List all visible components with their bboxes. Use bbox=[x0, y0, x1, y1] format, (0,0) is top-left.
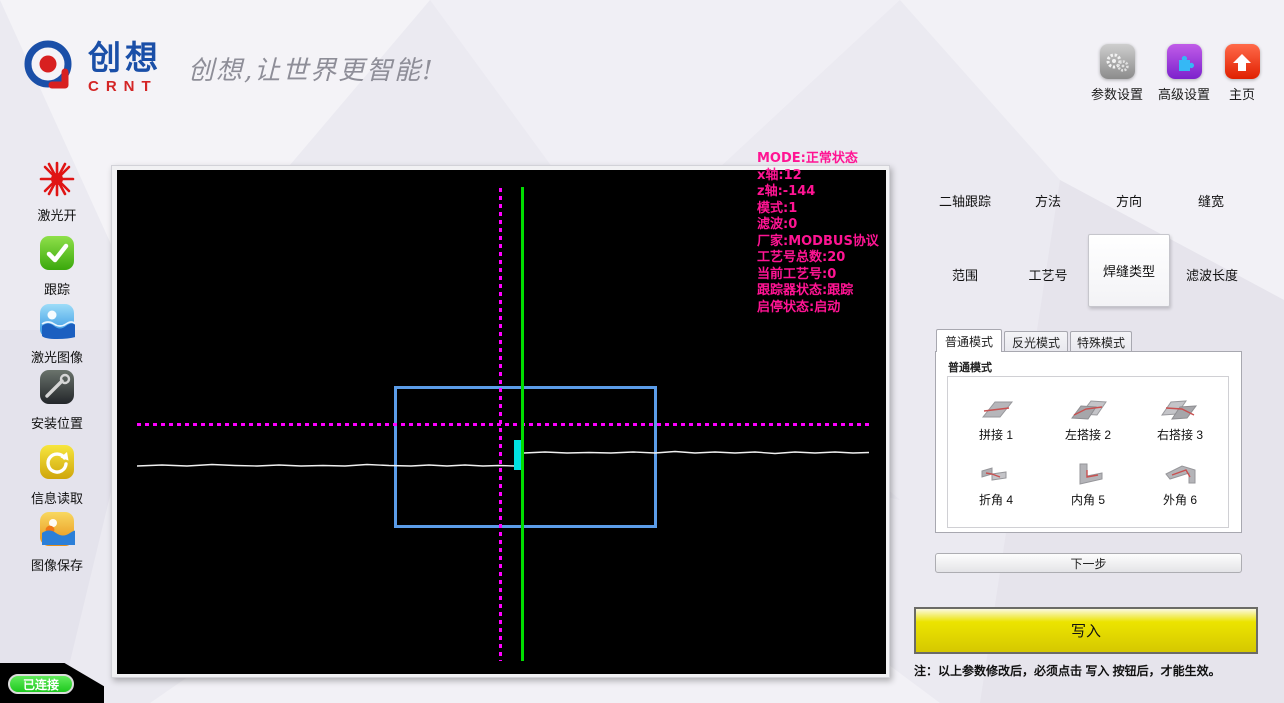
puzzle-icon bbox=[1166, 44, 1202, 79]
nav-weld-seam-type-label: 焊缝类型 bbox=[1102, 264, 1155, 279]
butt-joint-icon bbox=[981, 401, 1014, 418]
weld-type-inner-corner[interactable]: 内角 5 bbox=[1042, 452, 1134, 517]
brand-chinese: 创想 bbox=[88, 39, 162, 76]
gears-icon bbox=[1099, 44, 1135, 79]
overlay-process-current: 当前工艺号:0 bbox=[757, 266, 837, 282]
brand-text: 创想 CRNT bbox=[88, 40, 178, 96]
seam-feature-marker bbox=[514, 440, 523, 470]
overlay-mode: MODE:正常状态 bbox=[757, 151, 858, 166]
sidebar-item-image-save[interactable]: 图像保存 bbox=[14, 511, 100, 574]
laser-image-icon bbox=[40, 304, 78, 339]
weld-type-outer-corner[interactable]: 外角 6 bbox=[1134, 452, 1226, 517]
overlay-process-total: 工艺号总数:20 bbox=[757, 250, 846, 265]
tab-special-mode[interactable]: 特殊模式 bbox=[1070, 331, 1132, 352]
groupbox-label: 普通模式 bbox=[948, 362, 992, 374]
install-position-icon bbox=[40, 370, 74, 404]
laser-burst-icon bbox=[39, 161, 75, 197]
sidebar-item-label: 安装位置 bbox=[30, 416, 83, 431]
sidebar-item-info-read[interactable]: 信息读取 bbox=[14, 444, 100, 507]
image-save-icon bbox=[40, 512, 80, 546]
sidebar-item-label: 激光图像 bbox=[30, 350, 83, 365]
weld-type-bend[interactable]: 折角 4 bbox=[950, 452, 1042, 517]
overlay-mode-num: 模式:1 bbox=[757, 200, 798, 216]
overlay-filter: 滤波:0 bbox=[757, 217, 798, 232]
advanced-settings-button[interactable]: 高级设置 bbox=[1152, 44, 1216, 103]
weld-type-groupbox: 拼接 1 左搭接 2 右搭接 3 折角 4 bbox=[947, 376, 1229, 528]
slogan: 创想,让世界更智能! bbox=[188, 56, 435, 86]
home-label: 主页 bbox=[1228, 87, 1255, 102]
nav-two-axis-tracking[interactable]: 二轴跟踪 bbox=[938, 194, 992, 209]
write-note: 注：以上参数修改后，必须点击 写入 按钮后，才能生效。 bbox=[914, 664, 1221, 678]
roi-box bbox=[394, 386, 657, 528]
laser-profile-line bbox=[136, 450, 870, 467]
tab-reflective-mode[interactable]: 反光模式 bbox=[1004, 331, 1068, 352]
weld-type-label: 外角 6 bbox=[1162, 493, 1197, 507]
sidebar-item-laser-on[interactable]: 激光开 bbox=[14, 161, 100, 224]
connection-status-badge[interactable]: 已连接 bbox=[8, 674, 74, 694]
weld-type-grid: 拼接 1 左搭接 2 右搭接 3 折角 4 bbox=[950, 387, 1226, 517]
sidebar-item-label: 信息读取 bbox=[30, 491, 83, 506]
laser-profile-display bbox=[117, 170, 886, 674]
sidebar-item-laser-image[interactable]: 激光图像 bbox=[14, 303, 100, 366]
home-icon bbox=[1224, 44, 1260, 79]
weld-type-label: 左搭接 2 bbox=[1064, 428, 1111, 442]
status-overlay: MODE:正常状态 x轴:12 z轴:-144 模式:1 滤波:0 厂家:MOD… bbox=[757, 151, 897, 316]
sidebar-item-tracking[interactable]: 跟踪 bbox=[14, 235, 100, 298]
weld-type-label: 拼接 1 bbox=[978, 428, 1013, 442]
overlay-z-axis: z轴:-144 bbox=[757, 184, 816, 199]
param-settings-label: 参数设置 bbox=[1090, 87, 1143, 102]
write-button[interactable]: 写入 bbox=[914, 607, 1258, 654]
refresh-icon bbox=[40, 445, 74, 479]
camera-view-frame bbox=[111, 165, 890, 678]
tab-normal-mode[interactable]: 普通模式 bbox=[936, 329, 1002, 352]
left-lap-joint-icon bbox=[1071, 400, 1107, 420]
nav-direction[interactable]: 方向 bbox=[1115, 194, 1143, 209]
overlay-x-axis: x轴:12 bbox=[757, 167, 802, 183]
weld-type-label: 右搭接 3 bbox=[1156, 428, 1203, 442]
sidebar-item-label: 激光开 bbox=[37, 208, 77, 223]
sidebar-item-label: 跟踪 bbox=[43, 282, 70, 297]
sidebar-item-install-position[interactable]: 安装位置 bbox=[14, 369, 100, 432]
check-icon bbox=[40, 236, 74, 270]
crosshair-horizontal-dotted bbox=[137, 423, 871, 426]
outer-corner-icon bbox=[1165, 465, 1196, 484]
overlay-vendor: 厂家:MODBUS协议 bbox=[757, 233, 879, 249]
nav-process-number[interactable]: 工艺号 bbox=[1028, 268, 1068, 283]
nav-range[interactable]: 范围 bbox=[951, 268, 979, 283]
weld-type-left-lap[interactable]: 左搭接 2 bbox=[1042, 387, 1134, 452]
param-settings-button[interactable]: 参数设置 bbox=[1085, 44, 1149, 103]
nav-filter-length[interactable]: 滤波长度 bbox=[1185, 268, 1239, 283]
crnt-logo-mark bbox=[24, 40, 72, 89]
weld-type-label: 折角 4 bbox=[978, 493, 1013, 507]
inner-corner-icon bbox=[1079, 463, 1103, 485]
weld-type-butt-joint[interactable]: 拼接 1 bbox=[950, 387, 1042, 452]
brand-english: CRNT bbox=[88, 78, 158, 95]
sidebar-item-label: 图像保存 bbox=[30, 558, 83, 573]
nav-seam-width[interactable]: 缝宽 bbox=[1197, 194, 1225, 209]
bend-joint-icon bbox=[981, 467, 1007, 481]
crosshair-vertical-dotted bbox=[499, 188, 502, 661]
weld-type-label: 内角 5 bbox=[1070, 493, 1105, 507]
overlay-tracker-state: 跟踪器状态:跟踪 bbox=[757, 283, 854, 298]
reference-line-green bbox=[521, 187, 524, 661]
advanced-settings-label: 高级设置 bbox=[1157, 87, 1210, 102]
weld-type-right-lap[interactable]: 右搭接 3 bbox=[1134, 387, 1226, 452]
right-lap-joint-icon bbox=[1160, 400, 1198, 420]
next-step-button[interactable]: 下一步 bbox=[935, 553, 1242, 573]
nav-method[interactable]: 方法 bbox=[1034, 194, 1062, 209]
nav-weld-seam-type-selected[interactable]: 焊缝类型 bbox=[1088, 234, 1170, 307]
overlay-run-state: 启停状态:启动 bbox=[757, 299, 841, 315]
home-button[interactable]: 主页 bbox=[1210, 44, 1274, 103]
